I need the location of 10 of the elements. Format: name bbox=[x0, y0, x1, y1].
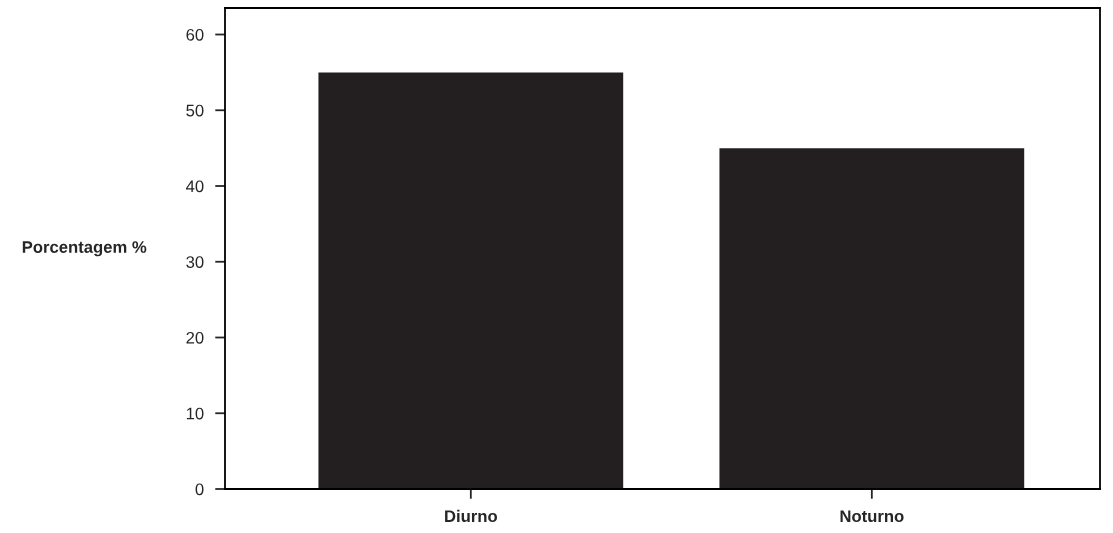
y-tick-label: 20 bbox=[186, 331, 204, 344]
x-tick-label: Noturno bbox=[840, 510, 904, 523]
y-tick-label: 40 bbox=[186, 180, 204, 193]
y-tick-label: 10 bbox=[186, 407, 204, 420]
y-tick-label: 50 bbox=[186, 104, 204, 117]
y-tick-label: 60 bbox=[186, 28, 204, 41]
y-tick-label: 0 bbox=[195, 483, 204, 496]
y-tick-label: 30 bbox=[186, 256, 204, 268]
x-tick-label: Diurno bbox=[445, 509, 498, 523]
y-axis-title: Porcentagem % bbox=[22, 241, 147, 257]
